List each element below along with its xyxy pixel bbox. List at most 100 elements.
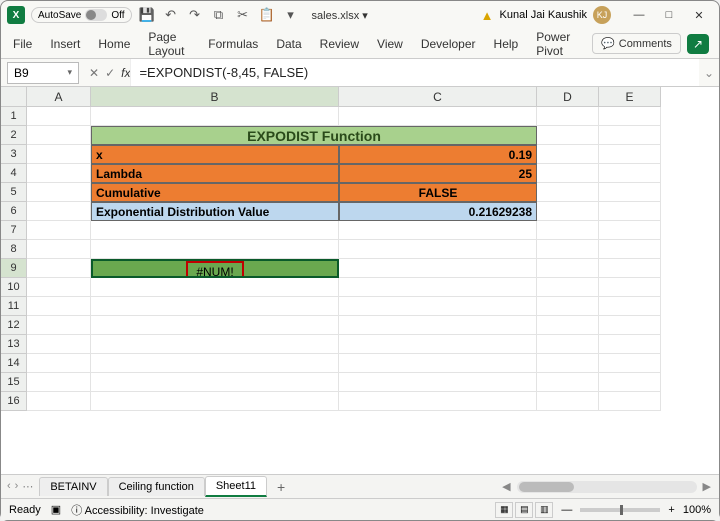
cell-A5[interactable]: [27, 183, 91, 202]
maximize-button[interactable]: □: [655, 5, 683, 25]
cell-D9[interactable]: [537, 259, 599, 278]
save-icon[interactable]: 💾: [138, 6, 156, 24]
cell-A2[interactable]: [27, 126, 91, 145]
tab-home[interactable]: Home: [96, 33, 132, 55]
colhead-e[interactable]: E: [599, 87, 661, 107]
cell-D3[interactable]: [537, 145, 599, 164]
cell-C14[interactable]: [339, 354, 537, 373]
cell-C5[interactable]: FALSE: [339, 183, 537, 202]
cell-C16[interactable]: [339, 392, 537, 411]
prev-sheet-icon[interactable]: ‹: [7, 480, 11, 493]
sheet-tab-betainv[interactable]: BETAINV: [39, 477, 107, 496]
tab-insert[interactable]: Insert: [48, 33, 82, 55]
next-sheet-icon[interactable]: ›: [15, 480, 19, 493]
rowhead-14[interactable]: 14: [1, 354, 27, 373]
cell-E1[interactable]: [599, 107, 661, 126]
cell-B9[interactable]: ⚠#NUM!: [91, 259, 339, 278]
cell-A13[interactable]: [27, 335, 91, 354]
cell-E7[interactable]: [599, 221, 661, 240]
cancel-formula-icon[interactable]: ✕: [89, 66, 99, 80]
cell-D10[interactable]: [537, 278, 599, 297]
cell-B5[interactable]: Cumulative: [91, 183, 339, 202]
rowhead-12[interactable]: 12: [1, 316, 27, 335]
minimize-button[interactable]: —: [625, 5, 653, 25]
warning-icon[interactable]: ▲: [481, 8, 494, 23]
cell-A9[interactable]: [27, 259, 91, 278]
cell-E13[interactable]: [599, 335, 661, 354]
cell-B3[interactable]: x: [91, 145, 339, 164]
rowhead-16[interactable]: 16: [1, 392, 27, 411]
view-pagebreak-icon[interactable]: ▥: [535, 502, 553, 518]
sheet-tab-sheet11[interactable]: Sheet11: [205, 476, 267, 497]
rowhead-3[interactable]: 3: [1, 145, 27, 164]
accessibility-status[interactable]: ⓘ Accessibility: Investigate: [71, 502, 204, 518]
filename-label[interactable]: sales.xlsx ▾: [306, 9, 475, 22]
undo-icon[interactable]: ↶: [162, 6, 180, 24]
cell-E2[interactable]: [599, 126, 661, 145]
cell-B14[interactable]: [91, 354, 339, 373]
cell-A3[interactable]: [27, 145, 91, 164]
zoom-out-button[interactable]: —: [561, 504, 572, 516]
cell-B8[interactable]: [91, 240, 339, 259]
cell-B1[interactable]: [91, 107, 339, 126]
cell-E9[interactable]: [599, 259, 661, 278]
colhead-a[interactable]: A: [27, 87, 91, 107]
cell-A1[interactable]: [27, 107, 91, 126]
cell-A14[interactable]: [27, 354, 91, 373]
cell-E8[interactable]: [599, 240, 661, 259]
comments-button[interactable]: 💬 Comments: [592, 33, 681, 54]
cell-B15[interactable]: [91, 373, 339, 392]
redo-icon[interactable]: ↷: [186, 6, 204, 24]
close-button[interactable]: ✕: [685, 5, 713, 25]
cell-C13[interactable]: [339, 335, 537, 354]
cell-C1[interactable]: [339, 107, 537, 126]
cell-C10[interactable]: [339, 278, 537, 297]
cell-A7[interactable]: [27, 221, 91, 240]
cell-D14[interactable]: [537, 354, 599, 373]
tab-formulas[interactable]: Formulas: [206, 33, 260, 55]
rowhead-1[interactable]: 1: [1, 107, 27, 126]
cell-B16[interactable]: [91, 392, 339, 411]
copy-icon[interactable]: ⧉: [210, 6, 228, 24]
cell-A4[interactable]: [27, 164, 91, 183]
rowhead-11[interactable]: 11: [1, 297, 27, 316]
tab-developer[interactable]: Developer: [419, 33, 478, 55]
cell-D13[interactable]: [537, 335, 599, 354]
spreadsheet-grid[interactable]: A B C D E 12345678910111213141516 EXPODI…: [1, 87, 719, 474]
zoom-slider[interactable]: [580, 508, 660, 512]
cell-E11[interactable]: [599, 297, 661, 316]
colhead-d[interactable]: D: [537, 87, 599, 107]
cell-C15[interactable]: [339, 373, 537, 392]
colhead-b[interactable]: B: [91, 87, 339, 107]
rowhead-15[interactable]: 15: [1, 373, 27, 392]
rowhead-8[interactable]: 8: [1, 240, 27, 259]
cell-B2[interactable]: EXPODIST Function: [91, 126, 537, 145]
cell-B7[interactable]: [91, 221, 339, 240]
cell-C7[interactable]: [339, 221, 537, 240]
name-box[interactable]: B9: [7, 62, 79, 84]
view-normal-icon[interactable]: ▦: [495, 502, 513, 518]
add-sheet-button[interactable]: +: [267, 479, 295, 495]
tab-power-pivot[interactable]: Power Pivot: [534, 26, 578, 62]
cell-C3[interactable]: 0.19: [339, 145, 537, 164]
paste-icon[interactable]: 📋: [258, 6, 276, 24]
macro-record-icon[interactable]: ▣: [51, 503, 61, 516]
cell-A16[interactable]: [27, 392, 91, 411]
cell-A6[interactable]: [27, 202, 91, 221]
cell-E5[interactable]: [599, 183, 661, 202]
formula-input[interactable]: =EXPONDIST(-8,45, FALSE): [130, 59, 699, 86]
avatar[interactable]: KJ: [593, 6, 611, 24]
cell-D2[interactable]: [537, 126, 599, 145]
tab-data[interactable]: Data: [274, 33, 303, 55]
cut-icon[interactable]: ✂: [234, 6, 252, 24]
autosave-toggle[interactable]: AutoSave Off: [31, 7, 132, 23]
fx-icon[interactable]: fx: [121, 66, 130, 80]
tab-review[interactable]: Review: [318, 33, 361, 55]
cell-E6[interactable]: [599, 202, 661, 221]
cell-D4[interactable]: [537, 164, 599, 183]
zoom-in-button[interactable]: +: [668, 504, 674, 516]
tab-help[interactable]: Help: [492, 33, 521, 55]
overflow-icon[interactable]: ▾: [282, 6, 300, 24]
rowhead-7[interactable]: 7: [1, 221, 27, 240]
cell-B11[interactable]: [91, 297, 339, 316]
